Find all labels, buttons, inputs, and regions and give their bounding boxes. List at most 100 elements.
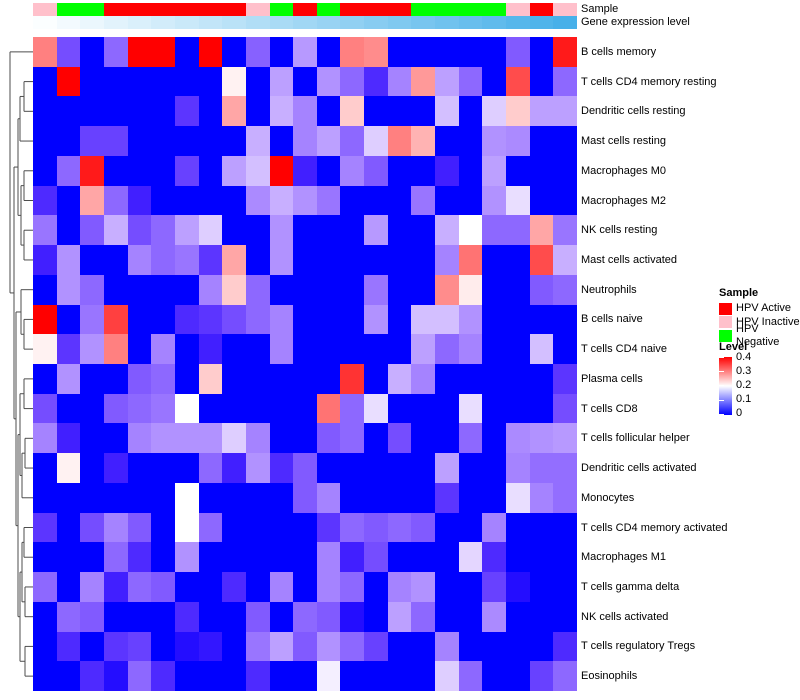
heatmap-cell <box>151 572 175 602</box>
heatmap-cell <box>245 393 270 424</box>
heatmap-cell <box>293 96 317 127</box>
heatmap-cell <box>387 66 412 97</box>
heatmap-cell <box>222 542 246 573</box>
heatmap-cell <box>33 215 57 246</box>
heatmap-cell <box>529 185 554 216</box>
heatmap-cell <box>293 185 317 216</box>
heatmap-cell <box>316 423 341 454</box>
heatmap-cell <box>553 96 577 127</box>
heatmap-cell <box>245 126 270 156</box>
heatmap-cell <box>387 661 412 691</box>
heatmap-cell <box>174 245 199 275</box>
heatmap-cell <box>222 661 246 691</box>
heatmap-cell <box>529 482 554 513</box>
heatmap-cell <box>269 363 294 394</box>
heatmap-cell <box>529 393 554 424</box>
heatmap-cell <box>245 66 270 97</box>
row-label: T cells gamma delta <box>581 580 680 593</box>
heatmap-cell <box>245 245 270 275</box>
heatmap-cell <box>80 393 104 424</box>
level-tick-0.3: 0.3 <box>736 365 752 377</box>
heatmap-cell <box>198 245 223 275</box>
row-label: Dendritic cells resting <box>581 105 686 118</box>
heatmap-cell <box>411 601 436 632</box>
heatmap-cell <box>222 215 246 246</box>
heatmap-cell <box>293 66 317 97</box>
heatmap-cell <box>174 542 199 573</box>
heatmap-cell <box>103 185 128 216</box>
heatmap-cell <box>529 512 554 543</box>
heatmap-cell <box>56 512 81 543</box>
heatmap-cell <box>458 393 483 424</box>
heatmap-cell <box>56 363 81 394</box>
heatmap-cell <box>56 482 81 513</box>
gene-expression-annotation-cell <box>553 16 577 29</box>
level-colorbar <box>719 357 732 415</box>
heatmap-cell <box>458 185 483 216</box>
heatmap-cell <box>127 126 152 156</box>
gene-expression-annotation-cell <box>80 16 104 29</box>
heatmap-cell <box>103 423 128 454</box>
heatmap-cell <box>387 37 412 67</box>
heatmap-cell <box>80 601 104 632</box>
heatmap-cell <box>435 363 459 394</box>
sample-annotation-cell <box>482 3 507 16</box>
row-label: T cells regulatory Tregs <box>581 640 696 653</box>
heatmap-cell <box>245 631 270 662</box>
heatmap-cell <box>364 363 388 394</box>
heatmap-cell <box>387 334 412 364</box>
heatmap-cell <box>293 572 317 602</box>
hpv-active-swatch <box>719 302 732 315</box>
heatmap-cell <box>127 542 152 573</box>
heatmap-cell <box>482 66 507 97</box>
heatmap-cell <box>553 37 577 67</box>
heatmap-cell <box>529 96 554 127</box>
heatmap-cell <box>340 601 365 632</box>
heatmap-cell <box>364 96 388 127</box>
gene-expression-annotation-cell <box>340 16 365 29</box>
heatmap-cell <box>80 96 104 127</box>
heatmap-cell <box>269 512 294 543</box>
heatmap-cell <box>222 245 246 275</box>
heatmap-cell <box>245 601 270 632</box>
heatmap-cell <box>80 482 104 513</box>
heatmap-cell <box>33 155 57 186</box>
heatmap-cell <box>506 37 530 67</box>
heatmap-cell <box>482 393 507 424</box>
heatmap-cell <box>387 185 412 216</box>
sample-annotation-cell <box>553 3 577 16</box>
heatmap-cell <box>529 215 554 246</box>
heatmap-cell <box>364 215 388 246</box>
heatmap-cell <box>103 393 128 424</box>
sample-annotation-cell <box>103 3 128 16</box>
sample-annotation-cell <box>80 3 104 16</box>
heatmap-cell <box>553 334 577 364</box>
legend-item-hpv-negative: HPV Negative <box>719 323 800 348</box>
heatmap-cell <box>529 363 554 394</box>
sample-annotation-cell <box>151 3 175 16</box>
heatmap-cell <box>387 572 412 602</box>
heatmap-cell <box>340 215 365 246</box>
heatmap-cell <box>127 453 152 483</box>
heatmap-cell <box>198 155 223 186</box>
heatmap-cell <box>411 512 436 543</box>
heatmap-cell <box>458 215 483 246</box>
heatmap-cell <box>151 601 175 632</box>
heatmap-cell <box>103 215 128 246</box>
heatmap-cell <box>198 542 223 573</box>
heatmap-cell <box>222 512 246 543</box>
gene-expression-annotation-cell <box>245 16 270 29</box>
heatmap-cell <box>316 96 341 127</box>
heatmap-cell <box>435 304 459 335</box>
heatmap-cell <box>33 363 57 394</box>
heatmap-cell <box>411 66 436 97</box>
heatmap-cell <box>482 126 507 156</box>
heatmap-cell <box>174 185 199 216</box>
legend-item-hpv-inactive: HPV Inactive <box>719 316 800 330</box>
heatmap-cell <box>435 126 459 156</box>
heatmap-cell <box>222 96 246 127</box>
heatmap-cell <box>506 661 530 691</box>
heatmap-cell <box>364 631 388 662</box>
heatmap-cell <box>293 512 317 543</box>
heatmap-cell <box>411 423 436 454</box>
